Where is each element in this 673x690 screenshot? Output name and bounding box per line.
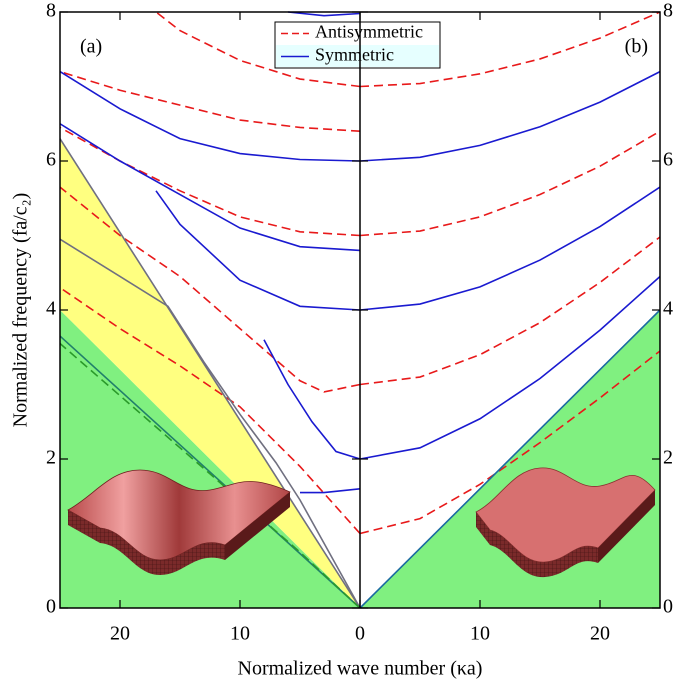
- curve: [359, 309, 661, 609]
- legend-label: Symmetric: [315, 45, 394, 65]
- x-tick-label: 10: [470, 623, 490, 645]
- curve: [359, 11, 661, 88]
- curve: [59, 186, 361, 393]
- curve: [59, 70, 361, 132]
- panel-label: (b): [625, 36, 648, 58]
- y-tick-label: 8: [663, 0, 673, 22]
- y-tick-label: 0: [46, 596, 56, 618]
- curve: [59, 286, 361, 535]
- slab-top: [67, 469, 291, 561]
- curve: [59, 138, 361, 609]
- curve: [359, 236, 661, 386]
- y-tick-label: 8: [46, 0, 56, 22]
- y-tick-label: 2: [46, 447, 56, 469]
- panel-label: (a): [80, 36, 102, 58]
- curve: [59, 123, 361, 252]
- curve: [155, 11, 361, 88]
- y-axis-label: Normalized frequency (fa/c₂): [10, 193, 32, 428]
- slab-top: [475, 467, 656, 563]
- inset-right: [475, 467, 656, 578]
- y-tick-label: 6: [663, 149, 673, 171]
- slab-side: [68, 510, 225, 575]
- curve: [155, 190, 361, 311]
- curve: [359, 70, 661, 162]
- curve: [59, 126, 361, 237]
- slab-side: [476, 512, 598, 578]
- inset-left: [67, 469, 291, 575]
- x-axis-label: Normalized wave number (κa): [238, 658, 483, 680]
- curve: [263, 339, 361, 460]
- y-tick-label: 4: [46, 298, 56, 320]
- legend-row: [276, 45, 439, 67]
- curve: [59, 335, 361, 609]
- x-tick-label: 20: [590, 623, 610, 645]
- curve: [300, 488, 361, 494]
- slab-end: [225, 492, 290, 560]
- y-tick-label: 6: [46, 149, 56, 171]
- y-tick-label: 4: [663, 298, 673, 320]
- curve: [59, 238, 361, 609]
- axes: [59, 11, 661, 609]
- curves: [59, 11, 661, 609]
- curve: [287, 11, 361, 17]
- x-tick-label: 10: [230, 623, 250, 645]
- curve: [59, 342, 361, 609]
- curve: [359, 130, 661, 237]
- curve: [359, 186, 661, 311]
- curve: [59, 70, 361, 162]
- x-tick-label: 20: [110, 623, 130, 645]
- legend-label: Antisymmetric: [315, 22, 423, 42]
- slab-end: [598, 490, 655, 563]
- legend: Antisymmetric Symmetric: [274, 21, 441, 69]
- curve: [359, 275, 661, 460]
- y-tick-label: 0: [663, 596, 673, 618]
- y-tick-label: 2: [663, 447, 673, 469]
- x-tick-label: 0: [355, 623, 365, 645]
